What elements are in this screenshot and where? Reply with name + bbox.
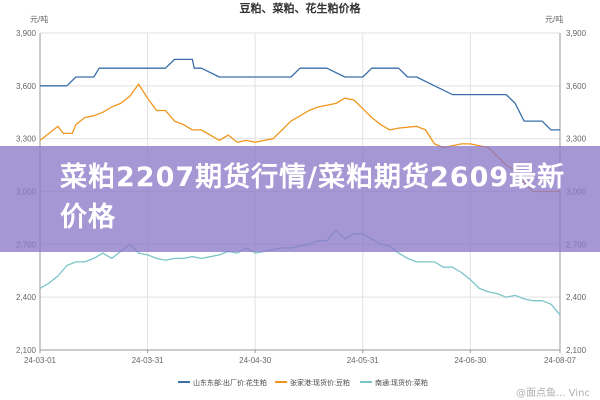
y-tick-label-left: 2,100 bbox=[16, 346, 37, 355]
y-tick-label-right: 3,900 bbox=[566, 29, 587, 38]
legend-label-soybean-meal: 张家港:现货价:豆粕 bbox=[290, 378, 350, 387]
legend-label-peanut-meal: 山东东部:出厂价:花生粕 bbox=[193, 378, 267, 387]
y-tick-label-left: 3,600 bbox=[16, 82, 37, 91]
x-tick-label: 24-08-07 bbox=[544, 356, 577, 365]
y-tick-label-left: 2,400 bbox=[16, 293, 37, 302]
chart-title: 豆粕、菜粕、花生粕价格 bbox=[240, 1, 362, 15]
y-tick-label-right: 2,100 bbox=[566, 346, 587, 355]
headline-text: 菜粕2207期货行情/菜粕期货2609最新价格 bbox=[60, 162, 566, 233]
x-tick-label: 24-03-01 bbox=[24, 356, 57, 365]
legend: 山东东部:出厂价:花生粕 张家港:现货价:豆粕 南通:现货价:菜粕 bbox=[178, 378, 428, 387]
y-tick-label-left: 3,300 bbox=[16, 135, 37, 144]
right-axis-unit: 元/吨 bbox=[545, 14, 563, 24]
x-tick-label: 24-03-31 bbox=[132, 356, 165, 365]
x-tick-labels: 24-03-01 24-03-31 24-04-30 24-05-31 24-06-30… bbox=[24, 356, 577, 365]
series-line-soybean-meal bbox=[39, 83, 560, 193]
left-axis-unit: 元/吨 bbox=[30, 14, 48, 24]
series-line-peanut-meal bbox=[40, 58, 560, 131]
legend-label-rapeseed-meal: 南通:现货价:菜粕 bbox=[375, 378, 428, 387]
y-tick-label-right: 2,400 bbox=[566, 293, 587, 302]
y-tick-label-right: 3,600 bbox=[566, 82, 587, 91]
watermark: @面点鱼... Vinc bbox=[516, 388, 590, 399]
x-tick-label: 24-06-30 bbox=[454, 356, 487, 365]
x-tick-label: 24-04-30 bbox=[239, 356, 272, 365]
y-tick-label-left: 3,900 bbox=[16, 29, 37, 38]
y-tick-label-right: 3,300 bbox=[566, 135, 587, 144]
x-tick-label: 24-05-31 bbox=[347, 356, 380, 365]
headline-banner bbox=[0, 146, 600, 252]
